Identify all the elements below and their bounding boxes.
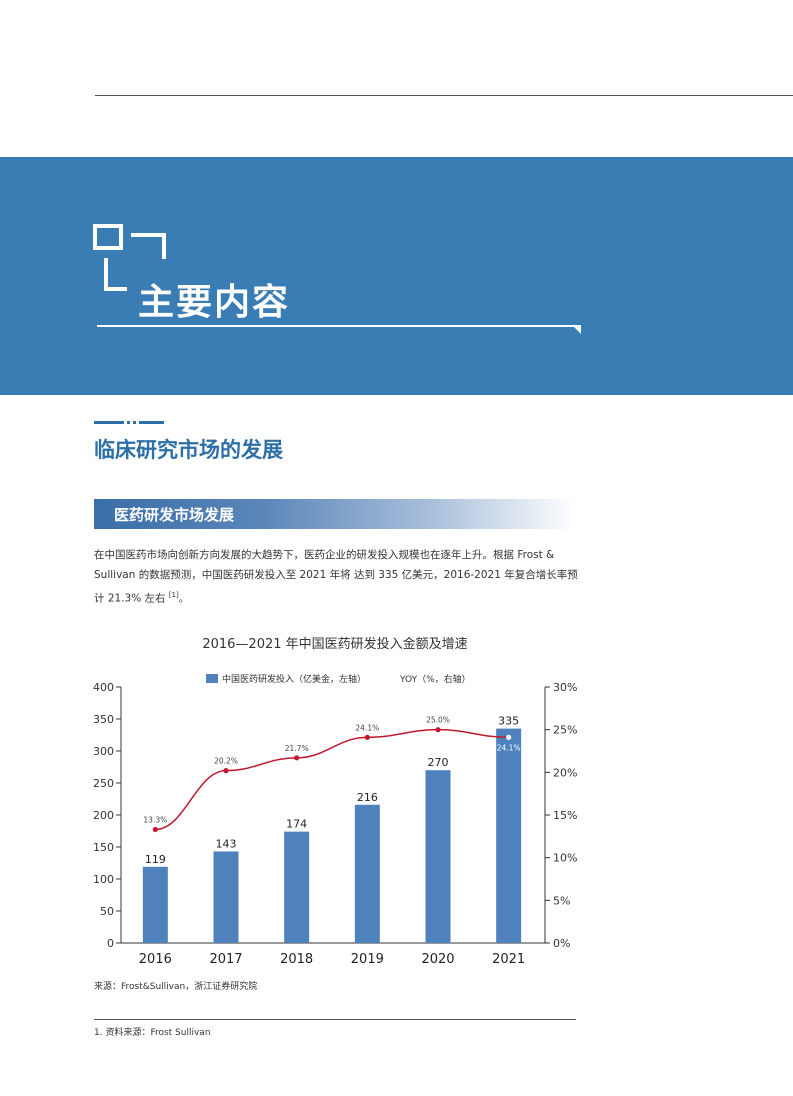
subsection-title: 医药研发市场发展 bbox=[114, 506, 235, 524]
bar bbox=[213, 851, 239, 943]
yoy-value-label: 21.7% bbox=[285, 744, 309, 753]
yoy-point bbox=[506, 734, 512, 740]
bar-value-label: 270 bbox=[428, 756, 449, 769]
banner-underline-tip bbox=[572, 325, 581, 334]
right-axis-tick-label: 5% bbox=[553, 894, 570, 907]
left-axis-tick-label: 300 bbox=[93, 745, 114, 758]
bar-value-label: 335 bbox=[498, 715, 519, 728]
banner-title: 主要内容 bbox=[138, 282, 291, 323]
bar-value-label: 174 bbox=[286, 818, 307, 831]
banner-underline bbox=[97, 325, 575, 327]
legend-bar-label: 中国医药研发投入（亿美金，左轴） bbox=[222, 673, 366, 685]
left-axis-tick-label: 400 bbox=[93, 681, 114, 694]
x-axis-category-label: 2021 bbox=[492, 952, 525, 967]
section-title: 临床研究市场的发展 bbox=[94, 438, 283, 462]
yoy-value-label: 13.3% bbox=[143, 816, 167, 825]
left-axis-tick-label: 0 bbox=[107, 937, 114, 950]
paragraph-end: 。 bbox=[178, 592, 190, 605]
bar bbox=[496, 728, 522, 943]
yoy-line bbox=[155, 728, 509, 831]
yoy-point bbox=[435, 727, 441, 733]
x-axis-category-label: 2017 bbox=[209, 952, 242, 967]
right-axis-tick-label: 0% bbox=[553, 937, 570, 950]
bar bbox=[425, 770, 451, 943]
body-paragraph: 在中国医药市场向创新方向发展的大趋势下，医药企业的研发投入规模也在逐年上升。根据… bbox=[94, 545, 580, 609]
paragraph-text: 在中国医药市场向创新方向发展的大趋势下，医药企业的研发投入规模也在逐年上升。根据… bbox=[94, 549, 578, 605]
chart-source: 来源：Frost&Sullivan，浙江证券研究院 bbox=[94, 982, 258, 992]
x-axis-category-label: 2019 bbox=[351, 952, 384, 967]
left-axis-tick-label: 100 bbox=[93, 873, 114, 886]
top-rule bbox=[95, 95, 793, 96]
chart-title: 2016—2021 年中国医药研发投入金额及增速 bbox=[202, 637, 468, 652]
section-dash-marker bbox=[94, 421, 164, 424]
yoy-point bbox=[223, 768, 229, 774]
bar bbox=[284, 831, 310, 943]
yoy-point bbox=[294, 755, 300, 761]
bar bbox=[354, 804, 380, 943]
right-axis-tick-label: 15% bbox=[553, 809, 577, 822]
subsection-header: 医药研发市场发展 bbox=[94, 499, 576, 529]
right-axis-tick-label: 25% bbox=[553, 724, 577, 737]
legend-bar-swatch bbox=[206, 674, 218, 683]
bar-value-label: 143 bbox=[216, 837, 237, 850]
bar bbox=[142, 866, 168, 943]
left-axis-tick-label: 50 bbox=[100, 905, 114, 918]
left-axis-tick-label: 250 bbox=[93, 777, 114, 790]
footnote-rule bbox=[94, 1019, 576, 1020]
bar-value-label: 119 bbox=[145, 853, 166, 866]
yoy-value-label: 20.2% bbox=[214, 757, 238, 766]
citation-ref: [1] bbox=[168, 591, 179, 599]
footnote: 1. 资料来源：Frost Sullivan bbox=[94, 1028, 211, 1038]
yoy-value-label: 24.1% bbox=[355, 723, 379, 732]
right-axis-tick-label: 20% bbox=[553, 766, 577, 779]
left-axis-tick-label: 150 bbox=[93, 841, 114, 854]
yoy-value-label: 24.1% bbox=[497, 743, 521, 752]
bracket-icon bbox=[93, 224, 166, 291]
x-axis-category-label: 2020 bbox=[421, 952, 454, 967]
yoy-point bbox=[364, 734, 370, 740]
right-axis-tick-label: 30% bbox=[553, 681, 577, 694]
left-axis-tick-label: 200 bbox=[93, 809, 114, 822]
legend-line-label: YOY（%，右轴） bbox=[399, 673, 471, 685]
x-axis-category-label: 2018 bbox=[280, 952, 313, 967]
yoy-value-label: 25.0% bbox=[426, 716, 450, 725]
bar-value-label: 216 bbox=[357, 791, 378, 804]
section-banner: 主要内容 bbox=[0, 157, 793, 395]
left-axis-tick-label: 350 bbox=[93, 713, 114, 726]
yoy-point bbox=[152, 826, 158, 833]
right-axis-tick-label: 10% bbox=[553, 852, 577, 865]
x-axis-category-label: 2016 bbox=[139, 952, 172, 967]
rd-investment-chart: 0 50 100 150 200 250 300 350 400 0% 5% 10% 15% 20% 25%… bbox=[93, 673, 577, 967]
